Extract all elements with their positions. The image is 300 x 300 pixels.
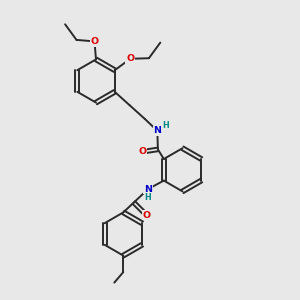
Text: N: N <box>153 126 161 135</box>
Text: H: H <box>145 193 151 202</box>
Text: O: O <box>90 37 99 46</box>
Text: H: H <box>162 121 169 130</box>
Text: O: O <box>138 147 146 156</box>
Text: N: N <box>144 184 152 194</box>
Text: O: O <box>142 211 151 220</box>
Text: O: O <box>126 54 134 63</box>
